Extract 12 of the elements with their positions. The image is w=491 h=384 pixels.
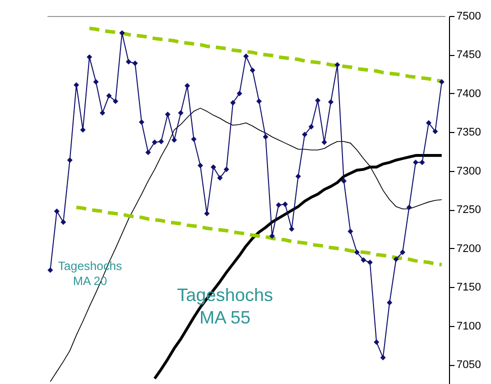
y-tick-label: 7250	[456, 204, 481, 216]
y-tick-label: 7450	[456, 49, 481, 62]
y-tick-label: 7150	[456, 282, 481, 294]
y-tick-label: 7200	[456, 242, 481, 255]
y-tick-label: 7350	[456, 126, 481, 139]
y-tick-label: 7500	[456, 10, 481, 22]
y-tick-label: 7400	[456, 88, 481, 100]
y-tick-label: 7050	[456, 359, 481, 372]
y-tick-label: 7100	[456, 320, 481, 332]
line-series	[50, 108, 442, 382]
y-tick-label: 7300	[456, 165, 481, 178]
line-series	[88, 26, 444, 83]
